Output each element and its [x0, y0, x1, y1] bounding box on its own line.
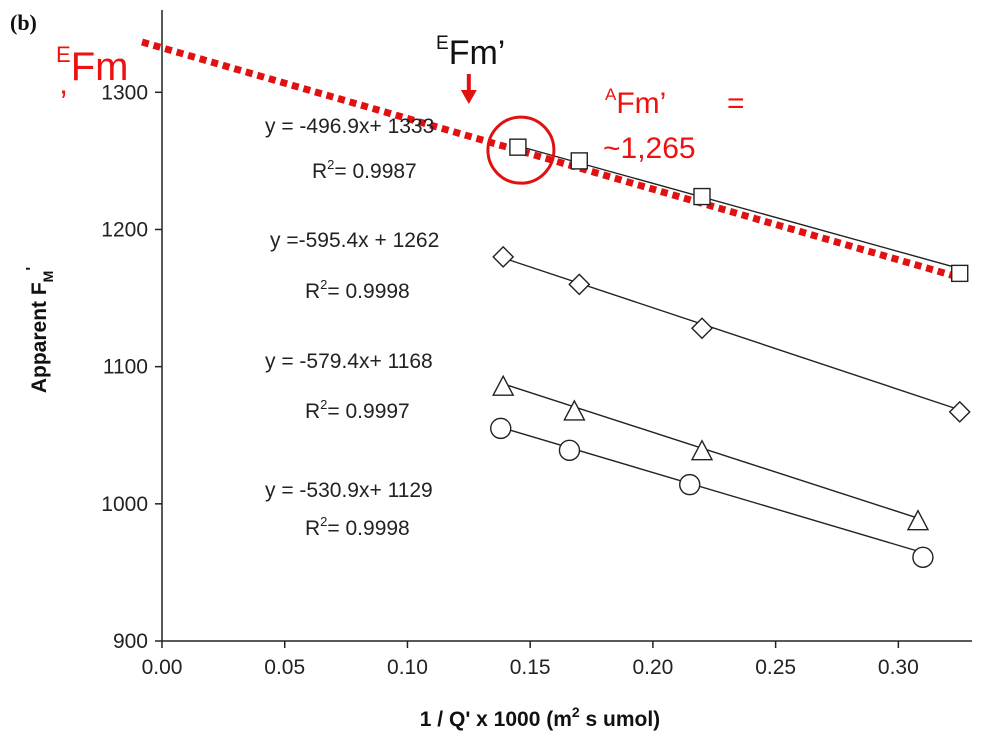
- data-markers: [490, 138, 971, 569]
- r2-4: R2= 0.9998: [305, 514, 410, 540]
- x-tick-label: 0.20: [632, 656, 673, 679]
- marker-triangle: [492, 374, 515, 396]
- axes: 0.00 0.05 0.10 0.15 0.20 0.25 0.30 900 1000 1100…: [101, 10, 972, 679]
- equation-3: y = -579.4x+ 1168: [265, 350, 433, 373]
- y-tick-label: 1000: [101, 493, 148, 516]
- r2-1: R2= 0.9987: [312, 157, 417, 183]
- afm-label: AFm’: [605, 85, 666, 120]
- marker-square: [693, 187, 711, 206]
- r2-2: R2= 0.9998: [305, 277, 410, 303]
- equation-4: y = -530.9x+ 1129: [265, 479, 433, 502]
- efm-arrow: [460, 74, 477, 104]
- marker-diamond: [492, 245, 515, 268]
- fit-lines: [500, 145, 960, 554]
- x-tick-label: 0.00: [142, 656, 183, 679]
- x-tick-label: 0.25: [755, 656, 796, 679]
- x-tick-label: 0.30: [878, 656, 919, 679]
- marker-triangle: [690, 439, 714, 461]
- panel-label: (b): [10, 10, 37, 35]
- marker-square: [509, 138, 527, 156]
- equation-2: y =-595.4x + 1262: [270, 229, 439, 252]
- annotations: EFm ’ EFm’ AFm’ = ~1,265: [56, 33, 745, 185]
- efm-prime-label: EFm’: [436, 33, 505, 72]
- y-tick-label: 1100: [103, 356, 148, 379]
- marker-circle: [912, 546, 934, 569]
- x-tick-label: 0.15: [510, 656, 551, 679]
- y-ticks: 900 1000 1100 1200 1300: [101, 81, 162, 653]
- marker-square: [951, 264, 969, 283]
- arrow-head: [460, 90, 477, 104]
- equation-1: y = -496.9x+ 1333: [265, 115, 434, 138]
- efm-left-label: EFm: [56, 42, 128, 89]
- fit-line-1: [517, 145, 960, 270]
- y-axis-label: Apparent FM': [24, 267, 56, 393]
- marker-diamond: [568, 273, 591, 296]
- x-tick-label: 0.05: [264, 656, 305, 679]
- efm-left-prime: ’: [60, 84, 67, 120]
- y-tick-label: 1200: [101, 218, 148, 241]
- x-tick-label: 0.10: [387, 656, 428, 679]
- marker-diamond: [691, 317, 713, 340]
- y-tick-label: 900: [113, 630, 148, 653]
- x-ticks: 0.00 0.05 0.10 0.15 0.20 0.25 0.30: [142, 641, 919, 679]
- marker-circle: [679, 473, 701, 496]
- marker-triangle: [906, 509, 930, 531]
- afm-value: ~1,265: [603, 132, 696, 165]
- fit-line-2: [502, 257, 960, 411]
- highlight-circle: [486, 115, 556, 185]
- marker-diamond: [948, 400, 971, 423]
- equation-labels: y = -496.9x+ 1333 R2= 0.9987 y =-595.4x …: [265, 115, 439, 540]
- marker-circle: [490, 417, 512, 440]
- afm-equals: =: [727, 87, 745, 120]
- marker-triangle: [563, 399, 586, 421]
- extrapolation-line-group: [141, 38, 961, 281]
- x-axis-label: 1 / Q' x 1000 (m2 s umol): [420, 704, 660, 731]
- y-tick-label: 1300: [101, 81, 148, 104]
- r2-3: R2= 0.9997: [305, 397, 410, 423]
- marker-square: [570, 152, 588, 170]
- extrapolation-line: [141, 38, 961, 281]
- marker-circle: [558, 439, 581, 462]
